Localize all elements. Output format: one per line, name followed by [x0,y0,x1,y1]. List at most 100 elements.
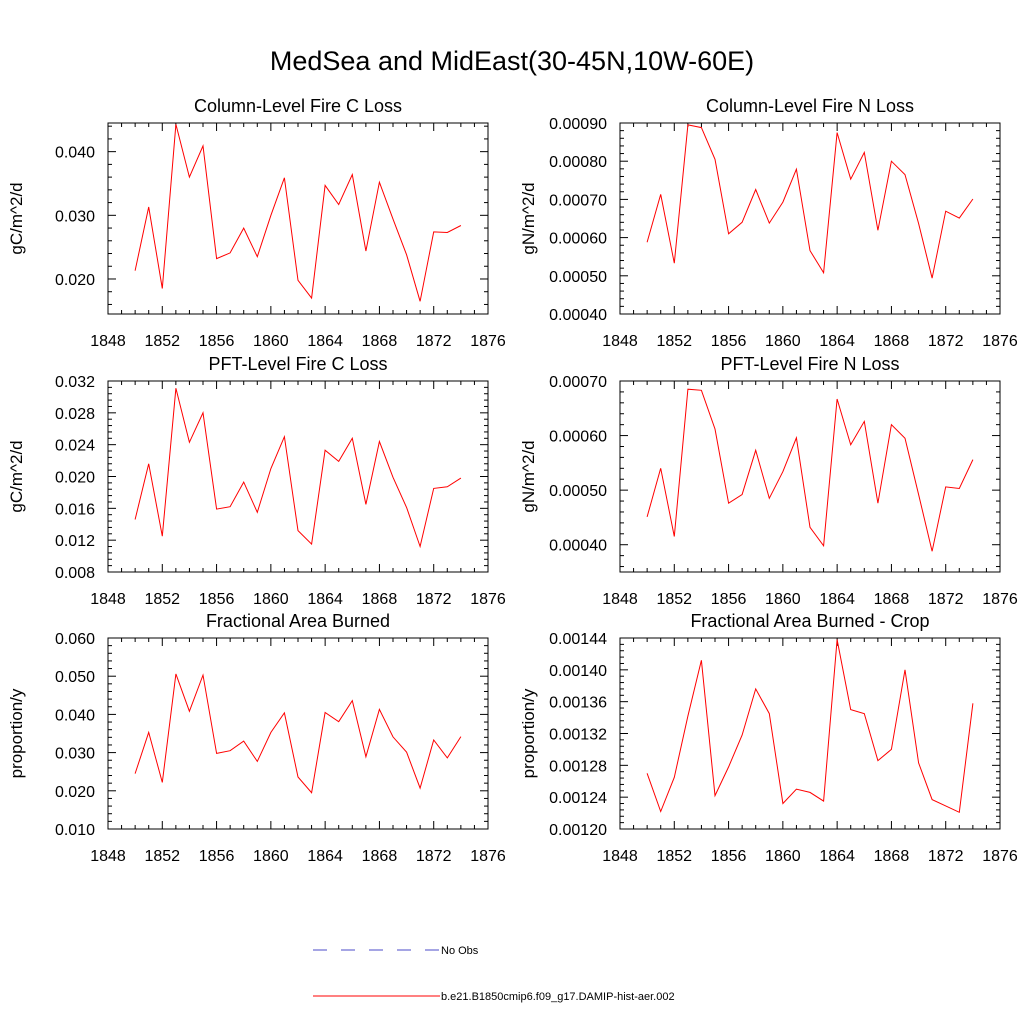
series-line-1 [646,124,974,279]
x-tick-label: 1856 [199,591,235,608]
x-tick-label: 1868 [362,591,398,608]
x-tick-label: 1860 [765,848,801,865]
x-tick-label: 1852 [144,848,180,865]
legend-no-obs-label: No Obs [441,945,479,957]
x-tick-label: 1856 [199,333,235,350]
figure-title: MedSea and MidEast(30-45N,10W-60E) [269,46,755,76]
x-tick-label: 1872 [416,333,452,350]
y-tick-label: 0.00080 [549,154,607,171]
x-tick-label: 1860 [765,591,801,608]
y-tick-label: 0.008 [55,565,95,582]
x-tick-label: 1852 [144,591,180,608]
plot-frame [619,122,1001,315]
y-tick-label: 0.040 [55,145,95,162]
y-tick-label: 0.00050 [549,483,607,500]
x-tick-label: 1852 [144,333,180,350]
x-tick-label: 1876 [982,591,1018,608]
x-tick-label: 1848 [602,591,638,608]
x-tick-label: 1872 [928,333,964,350]
x-tick-label: 1872 [928,848,964,865]
panel-title: Fractional Area Burned [206,611,390,631]
y-tick-label: 0.00060 [549,231,607,248]
x-tick-label: 1860 [253,848,289,865]
series-line-1 [134,124,462,302]
y-tick-label: 0.00070 [549,192,607,209]
y-tick-label: 0.00060 [549,429,607,446]
x-tick-label: 1864 [307,333,343,350]
y-tick-label: 0.00050 [549,269,607,286]
chart-panel-5: Fractional Area Burned proportion/y 1848 18… [7,611,506,865]
y-tick-label: 0.00120 [549,822,607,839]
x-tick-label: 1860 [253,333,289,350]
legend: No Obs b.e21.B1850cmip6.f09_g17.DAMIP-hi… [313,945,675,1003]
panel-title: Fractional Area Burned - Crop [690,611,929,631]
y-tick-label: 0.016 [55,501,95,518]
series-line-1 [646,639,974,814]
series-line-1 [134,388,462,549]
y-tick-label: 0.024 [55,438,95,455]
panels-group: Column-Level Fire C Loss gC/m^2/d 1848 1852… [7,96,1018,865]
x-tick-label: 1864 [819,591,855,608]
x-tick-label: 1852 [656,591,692,608]
plot-frame [107,122,489,315]
y-tick-label: 0.020 [55,784,95,801]
x-tick-label: 1848 [602,848,638,865]
x-tick-label: 1848 [602,333,638,350]
y-tick-label: 0.00144 [549,631,607,648]
legend-case-label: b.e21.B1850cmip6.f09_g17.DAMIP-hist-aer.… [441,991,675,1003]
x-tick-label: 1876 [470,333,506,350]
x-tick-label: 1868 [874,591,910,608]
x-tick-label: 1860 [253,591,289,608]
plot-frame [619,637,1001,830]
x-tick-label: 1864 [819,848,855,865]
y-tick-label: 0.00090 [549,116,607,133]
x-tick-label: 1856 [711,333,747,350]
y-tick-label: 0.030 [55,208,95,225]
y-tick-label: 0.00132 [549,727,607,744]
x-tick-label: 1848 [90,333,126,350]
x-tick-label: 1876 [470,591,506,608]
y-tick-label: 0.00070 [549,374,607,391]
y-tick-label: 0.040 [55,707,95,724]
chart-panel-4: PFT-Level Fire N Loss gN/m^2/d 1848 1852 185… [519,354,1018,608]
y-axis-label: gN/m^2/d [519,440,538,512]
y-tick-label: 0.00140 [549,663,607,680]
x-tick-label: 1876 [982,333,1018,350]
x-tick-label: 1872 [928,591,964,608]
chart-panel-6: Fractional Area Burned - Crop proportion/… [519,611,1018,865]
y-tick-label: 0.032 [55,374,95,391]
y-axis-label: proportion/y [519,688,538,778]
y-tick-label: 0.012 [55,533,95,550]
x-tick-label: 1876 [470,848,506,865]
panel-title: PFT-Level Fire N Loss [720,354,899,374]
x-tick-label: 1864 [819,333,855,350]
chart-panel-1: Column-Level Fire C Loss gC/m^2/d 1848 1852… [7,96,506,350]
y-axis-label: gN/m^2/d [519,182,538,254]
x-tick-label: 1852 [656,848,692,865]
x-tick-label: 1856 [711,848,747,865]
y-axis-label: gC/m^2/d [7,440,26,512]
x-tick-label: 1848 [90,848,126,865]
x-tick-label: 1856 [711,591,747,608]
x-tick-label: 1872 [416,848,452,865]
x-tick-label: 1864 [307,848,343,865]
chart-panel-2: Column-Level Fire N Loss gN/m^2/d 1848 1852… [519,96,1018,350]
x-tick-label: 1864 [307,591,343,608]
y-tick-label: 0.030 [55,746,95,763]
x-tick-label: 1860 [765,333,801,350]
y-axis-label: gC/m^2/d [7,182,26,254]
y-tick-label: 0.00128 [549,758,607,775]
series-line-1 [646,388,974,552]
y-axis-label: proportion/y [7,688,26,778]
chart-panel-3: PFT-Level Fire C Loss gC/m^2/d 1848 1852 185… [7,354,506,608]
x-tick-label: 1868 [362,333,398,350]
x-tick-label: 1868 [362,848,398,865]
y-tick-label: 0.010 [55,822,95,839]
series-line-1 [134,673,462,794]
panel-title: PFT-Level Fire C Loss [208,354,387,374]
y-tick-label: 0.060 [55,631,95,648]
y-tick-label: 0.028 [55,406,95,423]
x-tick-label: 1872 [416,591,452,608]
panel-title: Column-Level Fire C Loss [194,96,402,116]
